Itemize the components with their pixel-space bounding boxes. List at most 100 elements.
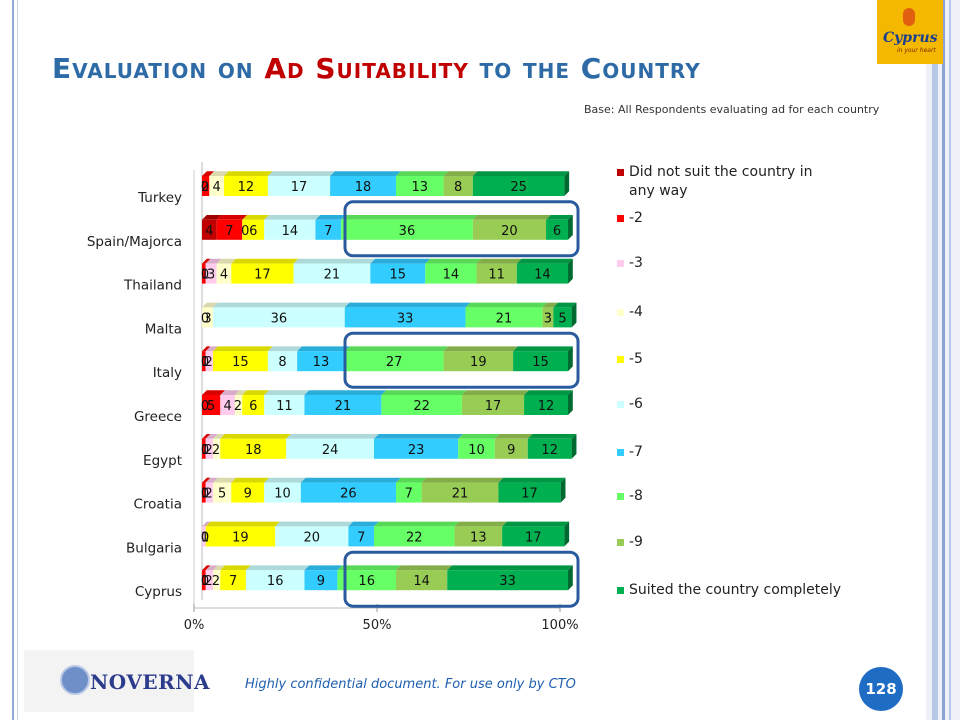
bar-segment-top [275, 521, 354, 527]
highlight-box [343, 331, 580, 389]
data-label: 0 [201, 355, 209, 370]
bar-segment-top [524, 390, 573, 395]
bar-segment [527, 438, 572, 459]
bar-segment-top [330, 171, 401, 176]
x-tick-label: 50% [363, 618, 392, 633]
legend-label: -7 [629, 444, 643, 460]
category-label: Greece [134, 409, 182, 425]
data-label: 7 [324, 224, 332, 239]
data-label: 0 [201, 487, 209, 502]
bar-segment-top [447, 565, 573, 571]
data-label: 24 [322, 443, 339, 458]
bar-segment [212, 351, 268, 372]
bar-segment-top [202, 258, 211, 264]
data-label: 1 [201, 268, 209, 283]
data-label: 0 [201, 530, 209, 545]
data-label: 25 [510, 180, 527, 195]
bar-segment-top [458, 434, 500, 439]
bar-segment [234, 395, 243, 415]
legend-swatch [617, 309, 624, 316]
data-label: 19 [232, 530, 249, 545]
data-label: 21 [324, 268, 341, 283]
bar-segment-top [202, 302, 218, 308]
category-label: Italy [153, 365, 182, 381]
bar-segment [267, 351, 298, 372]
bar-segment-top [443, 346, 518, 352]
bar-segment [202, 307, 213, 328]
bar-segment [421, 482, 499, 503]
bar-segment-top [205, 346, 218, 352]
bar-segment-top [348, 521, 379, 527]
data-label: 11 [488, 268, 505, 283]
data-label: 9 [317, 574, 325, 589]
bar-segment-top [395, 171, 449, 176]
bar-segment-top [231, 477, 270, 483]
data-label: 7 [225, 224, 233, 239]
data-label: 26 [340, 487, 357, 502]
x-tick-label: 0% [184, 618, 205, 633]
bar-segment-top [513, 346, 573, 352]
bar-segment-top [502, 521, 570, 527]
bar-segment-top [286, 434, 379, 439]
bar-segment [245, 570, 305, 591]
bar-segment-top [337, 565, 401, 571]
data-label: 6 [249, 399, 257, 414]
bar-segment-top [205, 521, 280, 527]
x-tick-label: 100% [541, 618, 578, 633]
data-label: 14 [282, 224, 299, 239]
data-label: 2 [205, 355, 213, 370]
bar-segment-top [202, 346, 211, 352]
data-label: 0 [241, 224, 249, 239]
data-label: 17 [291, 180, 308, 195]
legend-swatch [617, 401, 624, 408]
bar-segment [286, 438, 375, 459]
bar-segment [267, 176, 331, 196]
bar-segment-top [212, 477, 237, 483]
data-label: 5 [558, 311, 566, 326]
data-label: 15 [532, 355, 549, 370]
legend-swatch [617, 260, 624, 267]
bar-segment [542, 307, 554, 328]
slide-title: Evaluation on Ad Suitability to the Coun… [52, 52, 701, 85]
bar-segment [476, 263, 517, 284]
bar-segment [330, 176, 396, 196]
bar-segment-top [472, 171, 570, 176]
bar-segment [425, 263, 477, 284]
bar-segment [494, 438, 528, 459]
bar-segment-top [476, 258, 522, 264]
bar-segment [502, 526, 565, 547]
bar-segment [395, 570, 448, 591]
bar-segment [264, 219, 316, 240]
bar-segment [202, 219, 217, 240]
data-label: 9 [507, 443, 515, 458]
bar-segment-top [202, 521, 211, 527]
data-label: 19 [470, 355, 487, 370]
legend-swatch [617, 215, 624, 222]
bar-segment-top [344, 302, 471, 308]
bar-segment-top [212, 565, 226, 571]
bar-segment [205, 526, 276, 547]
bar-segment-top [212, 302, 350, 308]
bar-segment [202, 438, 206, 459]
data-label: 22 [413, 399, 430, 414]
title-prefix: Evaluation on [52, 52, 265, 85]
highlight-box [343, 550, 580, 608]
data-label: 10 [274, 487, 291, 502]
legend-label: -5 [629, 351, 643, 367]
data-label: 0 [201, 311, 209, 326]
bar-segment [546, 219, 568, 240]
bar-segment [304, 570, 338, 591]
confidential-footer: Highly confidential document. For use on… [245, 677, 576, 692]
bar-segment-top [293, 258, 376, 264]
bar-segment-top [395, 477, 427, 483]
data-label: 4 [205, 224, 213, 239]
bar-segment [202, 351, 206, 372]
legend-label: -4 [629, 304, 643, 320]
bar-segment [513, 351, 568, 372]
bar-end-face [564, 171, 570, 196]
bar-end-face [568, 258, 573, 284]
bar-segment [242, 395, 265, 415]
bar-end-face [564, 521, 570, 547]
bar-segment-top [304, 390, 387, 395]
